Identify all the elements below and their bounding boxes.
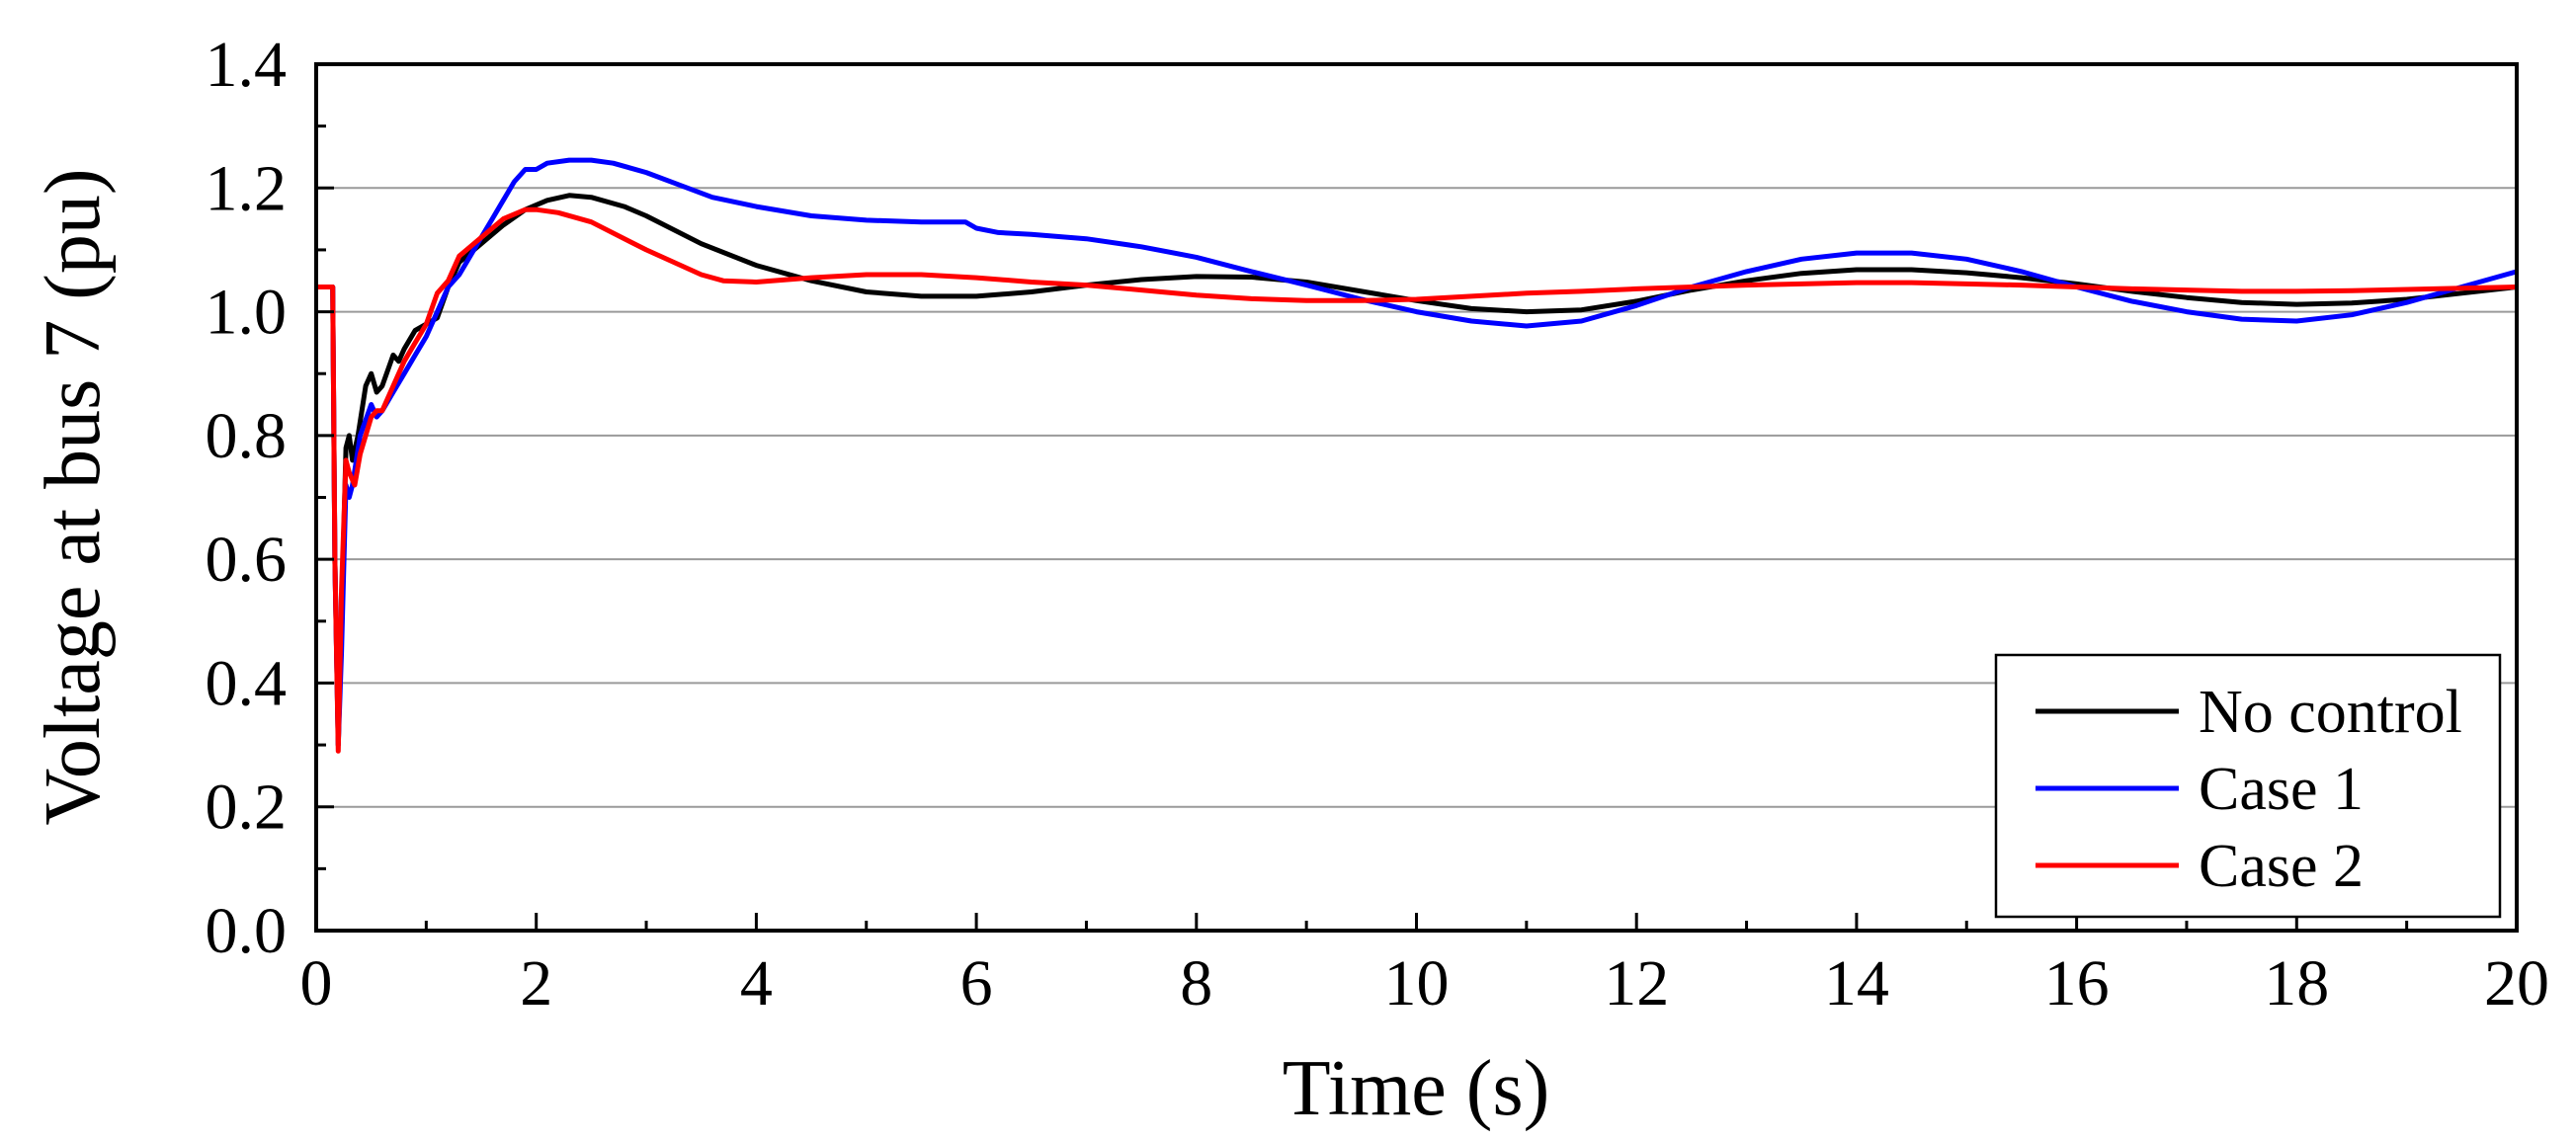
y-tick-label: 0.0 (206, 895, 288, 967)
series-line-no-control (316, 193, 2518, 748)
x-tick-label: 18 (2264, 947, 2329, 1020)
x-tick-label: 12 (1604, 947, 1669, 1020)
x-tick-label: 20 (2484, 947, 2549, 1020)
x-tick-label: 8 (1180, 947, 1212, 1020)
series-lines (316, 157, 2518, 754)
x-tick-label: 16 (2044, 947, 2110, 1020)
legend-label: Case 2 (2199, 833, 2364, 900)
x-tick-label: 2 (520, 947, 552, 1020)
x-axis-title: Time (s) (1283, 1045, 1549, 1132)
legend: No control Case 1 Case 2 (1994, 653, 2502, 919)
x-tick-label: 6 (960, 947, 993, 1020)
y-tick-label: 1.0 (206, 277, 288, 349)
y-tick-label: 1.4 (206, 29, 288, 101)
y-tick-label: 0.8 (206, 400, 288, 472)
axis-ticks (314, 62, 2519, 933)
y-tick-label: 1.2 (206, 152, 288, 224)
x-tick-label: 0 (300, 947, 333, 1020)
y-tick-label: 0.2 (206, 772, 288, 844)
legend-label: No control (2199, 679, 2462, 746)
legend-label: Case 1 (2199, 756, 2364, 823)
y-tick-label: 0.6 (206, 524, 288, 596)
x-tick-labels: 0 2 4 6 8 10 12 14 16 18 20 (300, 947, 2550, 1020)
x-tick-label: 4 (740, 947, 773, 1020)
series-line-case-2 (316, 206, 2518, 754)
y-axis-title: Voltage at bus 7 (pu) (30, 168, 117, 825)
x-tick-label: 10 (1384, 947, 1450, 1020)
y-tick-label: 0.4 (206, 647, 288, 719)
y-tick-labels: 0.0 0.2 0.4 0.6 0.8 1.0 1.2 1.4 (206, 29, 288, 967)
x-tick-label: 14 (1824, 947, 1889, 1020)
